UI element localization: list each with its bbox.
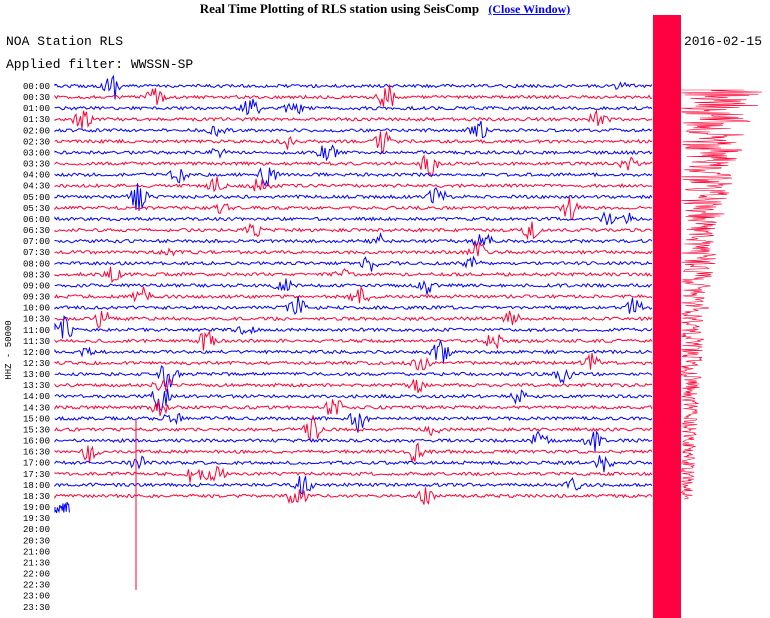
time-label: 23:00 (23, 592, 50, 602)
trace (54, 296, 653, 315)
trace (54, 120, 653, 139)
trace (54, 183, 653, 211)
time-label: 06:00 (23, 215, 50, 225)
trace (54, 377, 653, 393)
time-label: 14:30 (23, 403, 50, 413)
time-label: 08:30 (23, 270, 50, 280)
time-label: 16:00 (23, 437, 50, 447)
time-label: 20:30 (23, 536, 50, 546)
trace (54, 487, 653, 505)
time-label: 07:30 (23, 248, 50, 258)
time-label: 22:00 (23, 570, 50, 580)
time-label: 08:00 (23, 259, 50, 269)
time-label: 18:00 (23, 481, 50, 491)
time-label: 02:30 (23, 137, 50, 147)
time-label: 10:30 (23, 315, 50, 325)
time-label: 23:30 (23, 603, 50, 613)
time-label: 10:00 (23, 304, 50, 314)
trace (54, 399, 653, 417)
time-label: 19:00 (23, 503, 50, 513)
time-label: 12:30 (23, 359, 50, 369)
time-label: 00:00 (23, 82, 50, 92)
time-label: 04:00 (23, 171, 50, 181)
time-label: 20:00 (23, 525, 50, 535)
trace (54, 278, 653, 295)
time-label: 09:30 (23, 293, 50, 303)
trace (54, 108, 653, 129)
saturated-trace (653, 15, 681, 618)
time-label: 13:30 (23, 381, 50, 391)
time-label: 16:30 (23, 448, 50, 458)
trace (54, 501, 70, 514)
title: Real Time Plotting of RLS station using … (199, 1, 480, 16)
time-label: 03:30 (23, 160, 50, 170)
time-label: 03:00 (23, 148, 50, 158)
trace (54, 365, 653, 388)
time-label: 05:00 (23, 193, 50, 203)
time-label: 22:30 (23, 581, 50, 591)
trace (54, 285, 653, 304)
trace (54, 465, 653, 483)
trace (54, 329, 653, 351)
time-label: 07:00 (23, 237, 50, 247)
trace (54, 310, 653, 329)
time-label: 00:30 (23, 93, 50, 103)
trace (54, 98, 653, 116)
trace (54, 315, 653, 339)
time-label: 05:30 (23, 204, 50, 214)
channel-label: HHZ - 50000 (4, 320, 14, 379)
time-label: 14:00 (23, 392, 50, 402)
trace (54, 154, 653, 178)
filter-label: Applied filter: WWSSN-SP (6, 57, 193, 72)
time-label: 01:00 (23, 104, 50, 114)
trace (54, 176, 653, 193)
trace (54, 340, 653, 363)
trace (54, 241, 653, 257)
trace (54, 266, 653, 284)
time-label: 13:00 (23, 370, 50, 380)
trace (54, 231, 653, 248)
trace (54, 388, 653, 412)
trace (54, 144, 653, 162)
trace (54, 353, 653, 371)
station-label: NOA Station RLS (6, 34, 123, 49)
time-label: 17:00 (23, 459, 50, 469)
trace (54, 197, 653, 221)
time-label: 09:00 (23, 281, 50, 291)
time-label: 18:30 (23, 492, 50, 502)
trace (54, 412, 653, 433)
time-label: 21:30 (23, 558, 50, 568)
trace (54, 131, 653, 155)
coda (680, 89, 762, 500)
header: Real Time Plotting of RLS station using … (0, 1, 770, 17)
time-label: 11:00 (23, 326, 50, 336)
time-label: 15:00 (23, 414, 50, 424)
time-label: 15:30 (23, 425, 50, 435)
time-label: 06:30 (23, 226, 50, 236)
trace (54, 211, 653, 226)
close-window-link[interactable]: (Close Window) (488, 2, 571, 16)
trace (54, 167, 653, 187)
trace (54, 442, 653, 464)
trace (54, 255, 653, 272)
trace (54, 74, 653, 100)
time-label: 19:30 (23, 514, 50, 524)
time-label: 12:00 (23, 348, 50, 358)
time-label: 04:30 (23, 182, 50, 192)
time-label: 21:00 (23, 547, 50, 557)
trace (54, 430, 653, 452)
trace (54, 476, 653, 496)
time-label: 02:00 (23, 126, 50, 136)
trace (54, 414, 653, 442)
trace (54, 455, 653, 473)
time-label: 17:30 (23, 470, 50, 480)
date-label: 2016-02-15 (684, 34, 762, 49)
time-label: 01:30 (23, 115, 50, 125)
trace (54, 84, 653, 107)
time-label: 11:30 (23, 337, 50, 347)
trace (54, 221, 653, 241)
